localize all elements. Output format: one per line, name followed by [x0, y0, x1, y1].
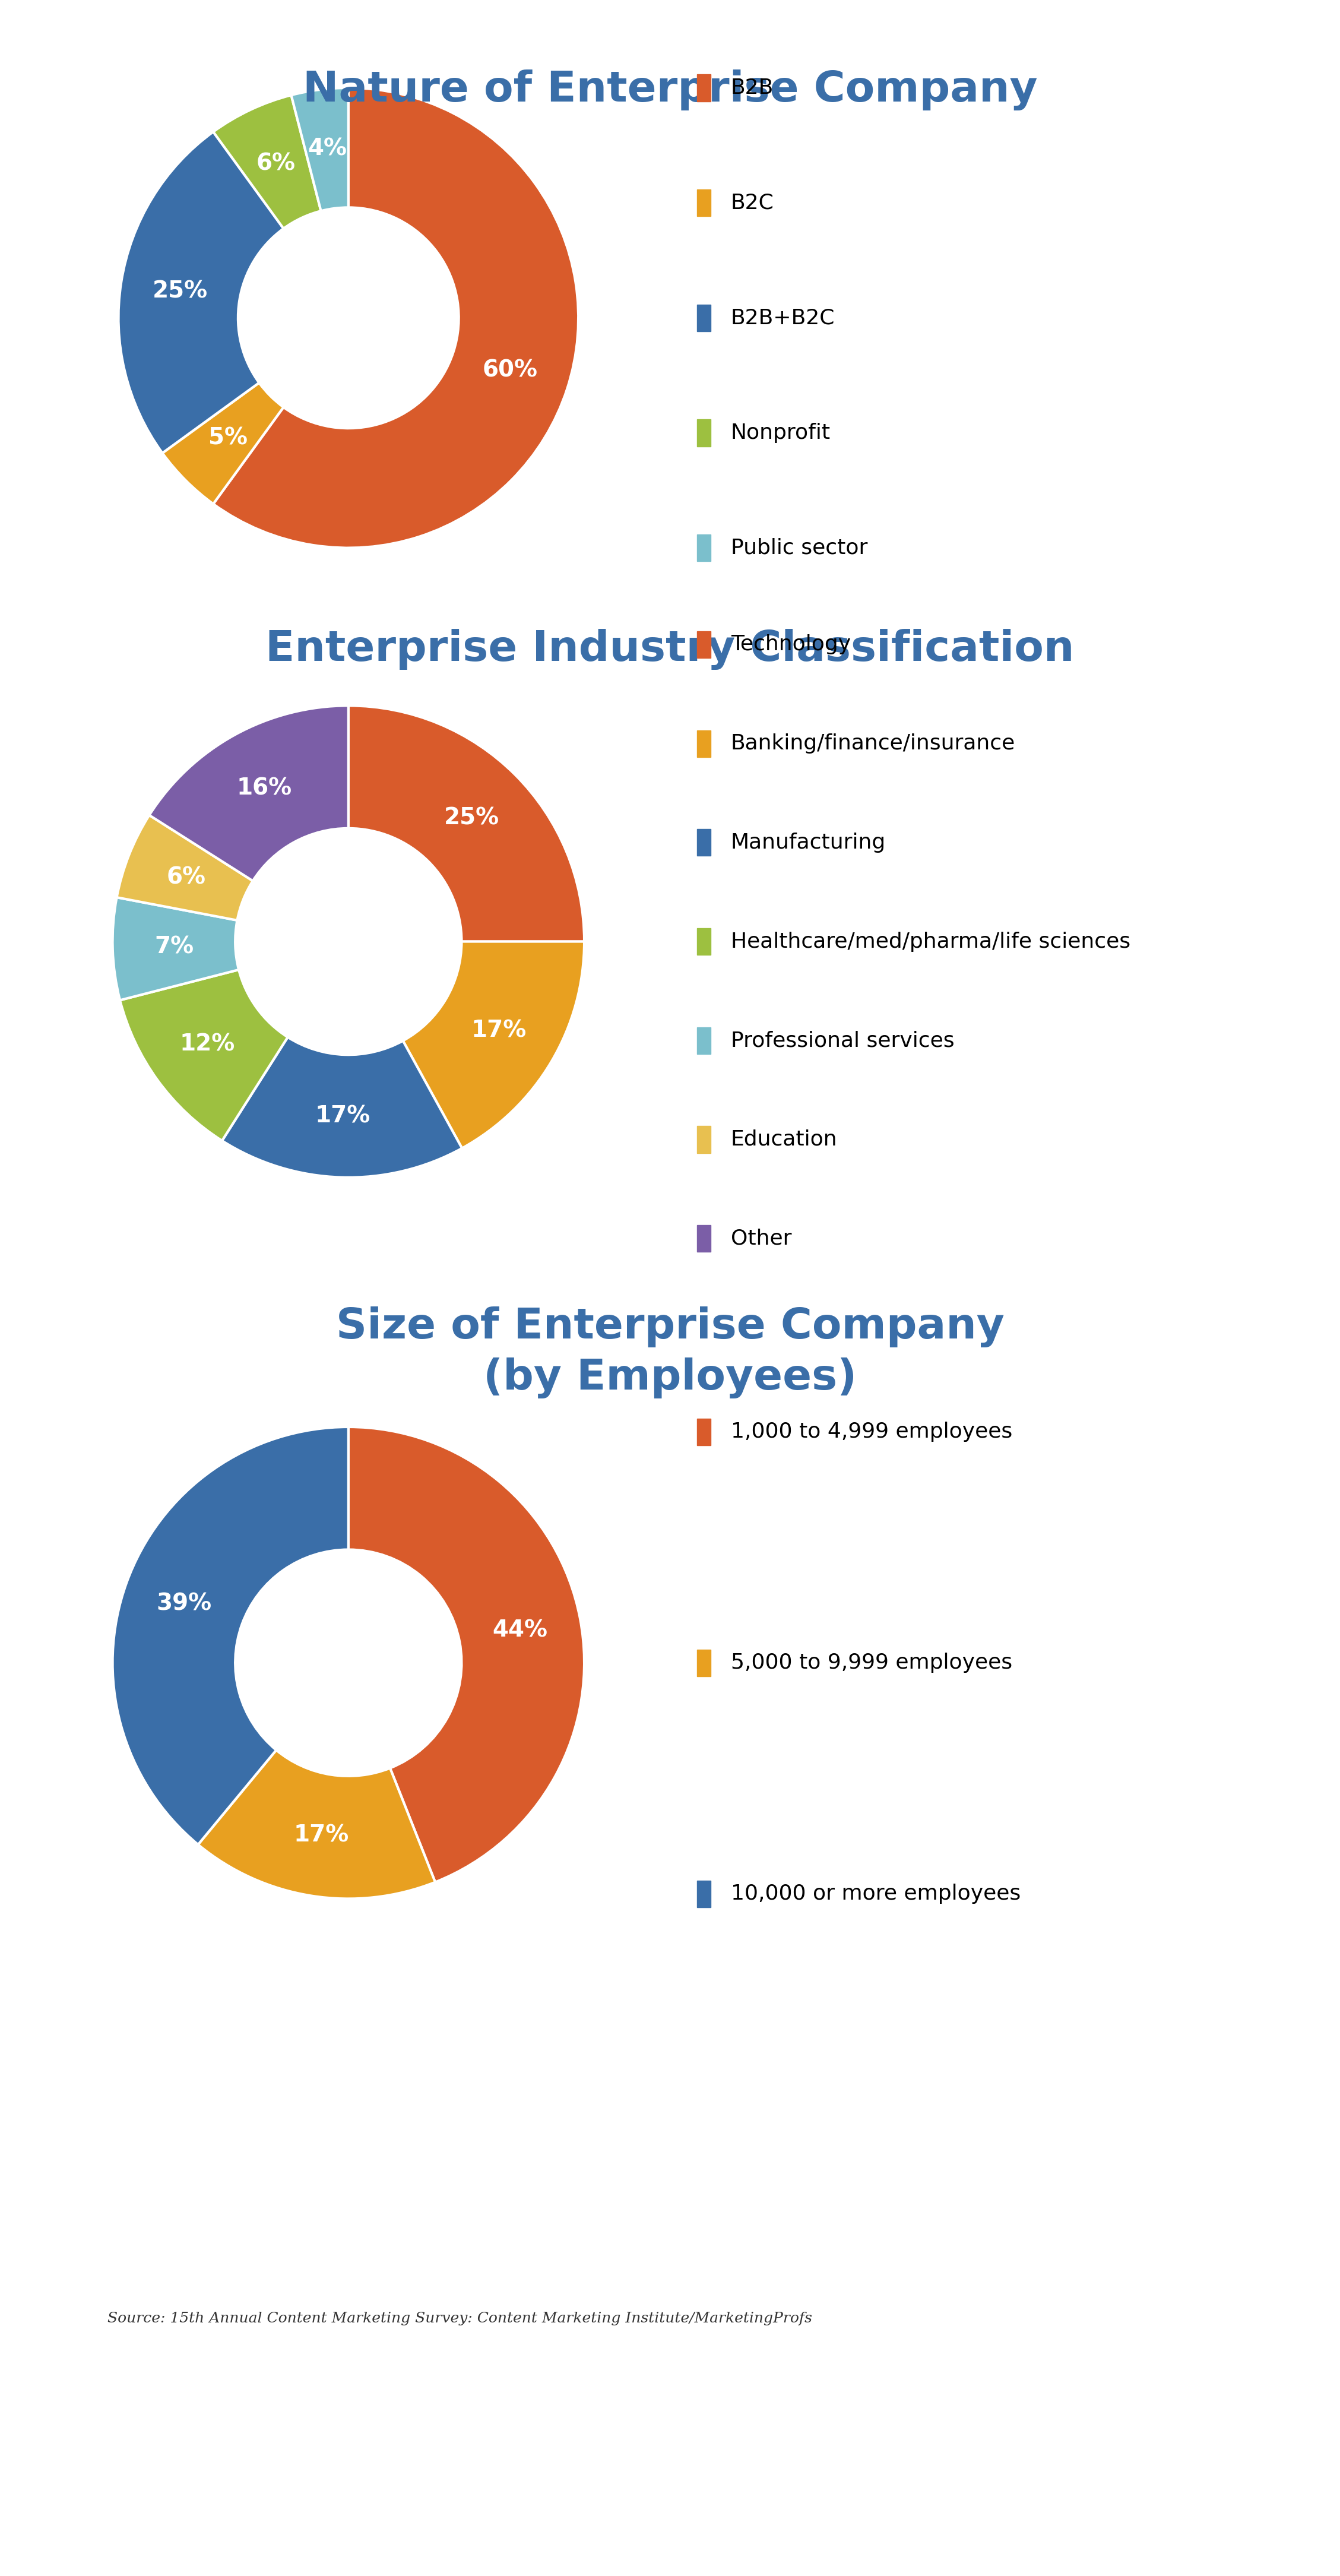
Text: 17%: 17%	[293, 1824, 348, 1847]
Text: Nonprofit: Nonprofit	[730, 422, 831, 443]
Wedge shape	[291, 88, 348, 211]
Text: B2C: B2C	[730, 193, 775, 214]
Text: 39%: 39%	[157, 1592, 212, 1615]
Text: 17%: 17%	[470, 1020, 527, 1041]
Wedge shape	[162, 384, 284, 505]
Text: Nature of Enterprise Company: Nature of Enterprise Company	[303, 70, 1037, 111]
Wedge shape	[113, 1427, 348, 1844]
Text: Technology: Technology	[730, 634, 851, 654]
Text: 10,000 or more employees: 10,000 or more employees	[730, 1883, 1021, 1904]
Wedge shape	[222, 1038, 462, 1177]
Text: Banking/finance/insurance: Banking/finance/insurance	[730, 734, 1016, 755]
Wedge shape	[117, 814, 253, 920]
Text: 44%: 44%	[492, 1618, 548, 1641]
Text: 5%: 5%	[209, 428, 248, 448]
Text: Education: Education	[730, 1128, 838, 1149]
Text: 16%: 16%	[237, 778, 292, 801]
Text: Enterprise Industry Classification: Enterprise Industry Classification	[265, 629, 1075, 670]
Text: Professional services: Professional services	[730, 1030, 954, 1051]
Text: 25%: 25%	[153, 281, 208, 301]
Text: Public sector: Public sector	[730, 538, 867, 559]
Text: Other: Other	[730, 1229, 792, 1249]
Text: B2B: B2B	[730, 77, 773, 98]
Wedge shape	[348, 1427, 584, 1883]
Text: 5,000 to 9,999 employees: 5,000 to 9,999 employees	[730, 1654, 1012, 1672]
Wedge shape	[403, 943, 584, 1149]
Wedge shape	[113, 896, 239, 999]
Wedge shape	[213, 88, 579, 549]
Text: 12%: 12%	[180, 1033, 235, 1056]
Wedge shape	[348, 706, 584, 943]
Text: 25%: 25%	[444, 806, 500, 829]
Text: 7%: 7%	[154, 935, 193, 958]
Wedge shape	[121, 969, 288, 1141]
Text: 6%: 6%	[166, 866, 206, 889]
Text: 60%: 60%	[482, 358, 537, 381]
Text: B2B+B2C: B2B+B2C	[730, 307, 835, 327]
Wedge shape	[118, 131, 284, 453]
Text: 17%: 17%	[315, 1105, 371, 1128]
Text: Manufacturing: Manufacturing	[730, 832, 886, 853]
Text: Healthcare/med/pharma/life sciences: Healthcare/med/pharma/life sciences	[730, 933, 1131, 951]
Text: Source: 15th Annual Content Marketing Survey: Content Marketing Institute/Market: Source: 15th Annual Content Marketing Su…	[107, 2311, 812, 2326]
Wedge shape	[149, 706, 348, 881]
Text: 1,000 to 4,999 employees: 1,000 to 4,999 employees	[730, 1422, 1013, 1443]
Text: 4%: 4%	[307, 137, 347, 160]
Text: Size of Enterprise Company
(by Employees): Size of Enterprise Company (by Employees…	[336, 1306, 1004, 1399]
Text: 6%: 6%	[256, 152, 296, 175]
Wedge shape	[198, 1749, 436, 1899]
Wedge shape	[213, 95, 322, 229]
